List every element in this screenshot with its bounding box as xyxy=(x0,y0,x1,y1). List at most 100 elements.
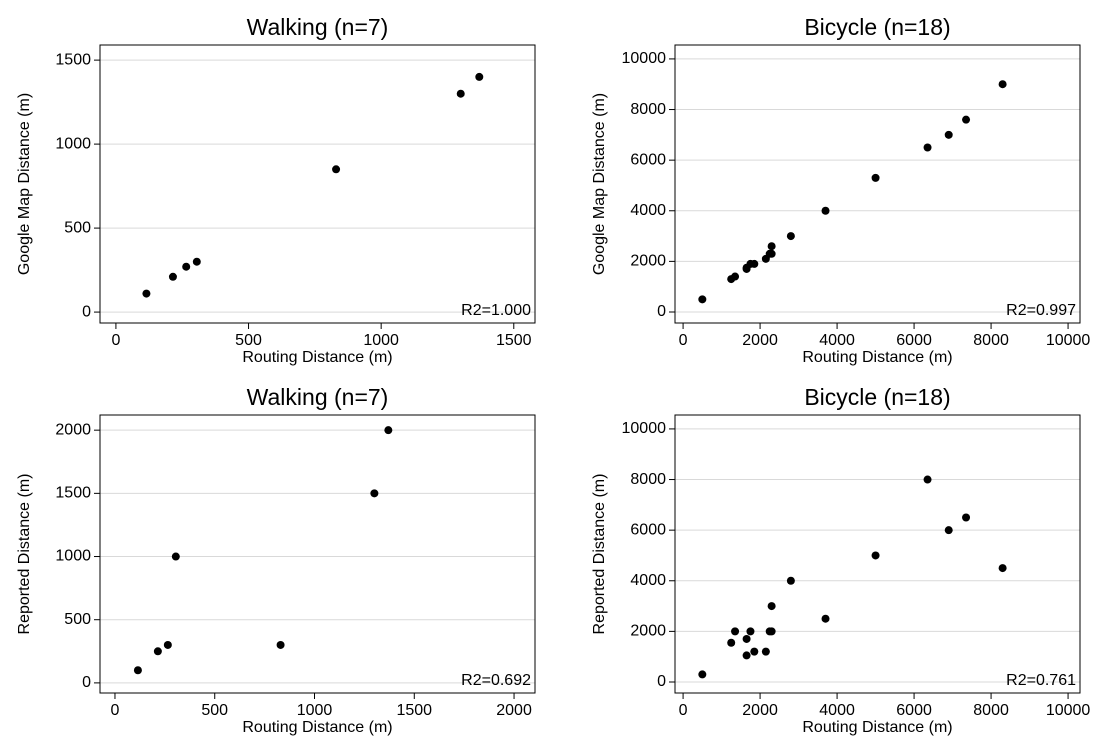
plot-frame xyxy=(674,414,1081,694)
point xyxy=(746,627,755,636)
y-tick-label: 2000 xyxy=(630,623,666,640)
plot-frame xyxy=(99,44,536,324)
y-axis-label: Google Map Distance (m) xyxy=(16,93,33,275)
x-tick-label: 500 xyxy=(201,702,228,719)
y-tick-label: 6000 xyxy=(630,151,666,168)
point xyxy=(944,526,953,535)
point xyxy=(761,647,770,656)
point xyxy=(163,640,172,649)
x-axis-label: Routing Distance (m) xyxy=(242,719,392,736)
annotation: R2=1.000 xyxy=(461,302,531,319)
x-tick-label: 1500 xyxy=(396,702,432,719)
x-tick-label: 1500 xyxy=(496,332,532,349)
point xyxy=(742,651,751,660)
x-axis-label: Routing Distance (m) xyxy=(242,349,392,366)
y-tick-label: 10000 xyxy=(622,420,667,437)
point xyxy=(871,173,880,182)
x-tick-label: 2000 xyxy=(742,332,778,349)
point xyxy=(182,262,191,271)
chart-title: Bicycle (n=18) xyxy=(804,384,950,410)
point xyxy=(133,666,142,675)
point xyxy=(944,130,953,139)
x-tick-label: 1000 xyxy=(297,702,333,719)
y-tick-label: 1000 xyxy=(55,135,91,152)
y-axis-label: Reported Distance (m) xyxy=(16,474,33,635)
point xyxy=(456,89,465,98)
point xyxy=(998,80,1007,89)
x-tick-label: 500 xyxy=(235,332,262,349)
x-axis-label: Routing Distance (m) xyxy=(802,349,952,366)
x-tick-label: 4000 xyxy=(819,702,855,719)
point xyxy=(923,475,932,484)
chart-title: Walking (n=7) xyxy=(247,384,389,410)
point xyxy=(153,647,162,656)
x-tick-label: 8000 xyxy=(973,702,1009,719)
y-tick-label: 1000 xyxy=(55,548,91,565)
annotation: R2=0.692 xyxy=(461,672,531,689)
point xyxy=(786,576,795,585)
point xyxy=(332,165,341,174)
chart-title: Bicycle (n=18) xyxy=(804,14,950,40)
x-axis-label: Routing Distance (m) xyxy=(802,719,952,736)
point xyxy=(786,232,795,241)
y-tick-label: 6000 xyxy=(630,521,666,538)
point xyxy=(821,614,830,623)
y-tick-label: 2000 xyxy=(630,253,666,270)
y-tick-label: 500 xyxy=(64,611,91,628)
point xyxy=(731,272,740,281)
point xyxy=(742,634,751,643)
point xyxy=(276,640,285,649)
point xyxy=(962,513,971,522)
y-tick-label: 4000 xyxy=(630,202,666,219)
y-tick-label: 1500 xyxy=(55,485,91,502)
point xyxy=(731,627,740,636)
x-tick-label: 4000 xyxy=(819,332,855,349)
point xyxy=(767,627,776,636)
x-tick-label: 0 xyxy=(111,332,120,349)
y-axis-label: Reported Distance (m) xyxy=(591,474,608,635)
plot-frame xyxy=(99,414,536,694)
y-tick-label: 2000 xyxy=(55,421,91,438)
point xyxy=(962,115,971,124)
point xyxy=(168,272,177,281)
y-tick-label: 8000 xyxy=(630,101,666,118)
x-tick-label: 10000 xyxy=(1046,332,1091,349)
point xyxy=(923,143,932,152)
plot-frame xyxy=(674,44,1081,324)
x-tick-label: 2000 xyxy=(742,702,778,719)
y-tick-label: 0 xyxy=(657,673,666,690)
point xyxy=(475,72,484,81)
x-tick-label: 8000 xyxy=(973,332,1009,349)
x-tick-label: 0 xyxy=(679,332,688,349)
y-tick-label: 0 xyxy=(657,303,666,320)
x-tick-label: 1000 xyxy=(363,332,399,349)
point xyxy=(871,551,880,560)
point xyxy=(998,564,1007,573)
x-tick-label: 2000 xyxy=(496,702,532,719)
point xyxy=(698,295,707,304)
y-tick-label: 4000 xyxy=(630,572,666,589)
annotation: R2=0.997 xyxy=(1006,302,1076,319)
point xyxy=(192,257,201,266)
y-tick-label: 500 xyxy=(64,219,91,236)
point xyxy=(750,647,759,656)
point xyxy=(171,552,180,561)
y-tick-label: 0 xyxy=(82,303,91,320)
point xyxy=(767,602,776,611)
point xyxy=(750,259,759,268)
point xyxy=(767,242,776,251)
x-tick-label: 0 xyxy=(679,702,688,719)
y-tick-label: 10000 xyxy=(622,50,667,67)
chart-title: Walking (n=7) xyxy=(247,14,389,40)
y-axis-label: Google Map Distance (m) xyxy=(591,93,608,275)
point xyxy=(821,206,830,215)
annotation: R2=0.761 xyxy=(1006,672,1076,689)
point xyxy=(767,249,776,258)
point xyxy=(698,670,707,679)
y-tick-label: 1500 xyxy=(55,51,91,68)
point xyxy=(370,489,379,498)
x-tick-label: 10000 xyxy=(1046,702,1091,719)
x-tick-label: 6000 xyxy=(896,702,932,719)
x-tick-label: 6000 xyxy=(896,332,932,349)
